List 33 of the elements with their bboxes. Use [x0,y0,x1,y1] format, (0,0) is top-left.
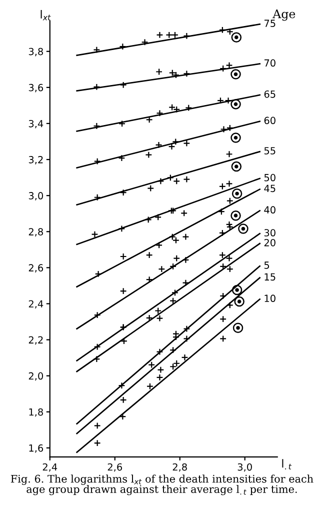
y-tick-label: 3,0 [28,192,43,200]
y-tick-label: 3,2 [28,156,43,164]
series-label: 50 [264,174,276,182]
series-label: 20 [264,238,276,246]
y-axis-title: l$_{xt}$ [40,10,51,20]
series-label: 40 [264,206,276,214]
caption: Fig. 6. The logarithms l$_{xt}$ of the death intensities for each age group drawn against their average l$_{.t}$ per time. [10,474,314,496]
x-tick-label: 2,4 [42,463,58,472]
series-label: 30 [264,229,276,236]
series-label: 15 [264,273,276,281]
series-label: 75 [264,20,276,27]
series-label: 60 [264,116,276,124]
y-tick-label: 2,0 [28,372,43,381]
x-tick-label: 2,6 [108,463,122,472]
y-tick-label: 3,8 [28,48,43,56]
y-tick-label: 2,8 [28,228,43,236]
legend-title: Age [272,10,296,21]
series-label: 70 [264,59,276,67]
series-label: 45 [264,184,276,192]
y-tick-label: 1,6 [29,444,44,453]
y-tick-label: 2,6 [28,264,44,272]
y-tick-label: 1,8 [29,408,43,417]
series-label: 10 [264,294,276,302]
x-tick-label: 3,0 [238,463,252,472]
series-label: 55 [264,147,276,154]
series-label: 5 [264,262,270,269]
x-tick-label: 2,8 [172,463,187,472]
series-label: 65 [264,90,276,98]
y-tick-label: 3,4 [28,120,44,128]
y-tick-label: 3,6 [28,84,44,92]
y-tick-label: 2,2 [28,336,43,345]
x-axis-title: l$_{.t}$ [282,459,292,470]
y-tick-label: 2,4 [28,300,44,309]
